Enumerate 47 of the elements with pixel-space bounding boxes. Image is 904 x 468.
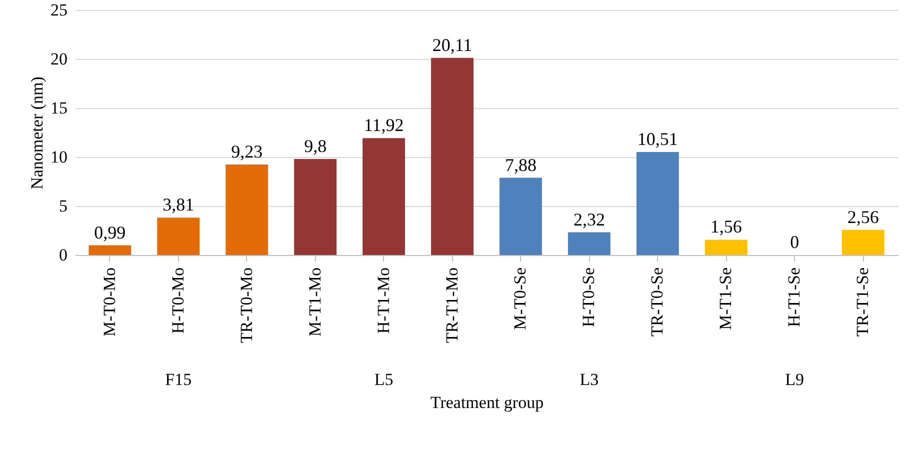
bar [431, 58, 474, 255]
y-tick-label: 15 [50, 98, 68, 118]
text: L5 [374, 370, 394, 389]
bar [226, 164, 268, 255]
data-label: 20,11 [432, 34, 472, 55]
bar [500, 178, 542, 255]
text: L9 [785, 370, 804, 389]
data-label: 9,8 [304, 136, 327, 156]
x-tick-label: H-T1-Mo [374, 268, 393, 334]
data-label: 2,56 [847, 206, 879, 227]
x-tick-label: H-T0-Se [579, 268, 598, 327]
y-tick-label: 10 [50, 148, 68, 166]
x-tick-label: H-T0-Mo [168, 268, 188, 334]
bar [294, 158, 337, 255]
text: L3 [580, 370, 599, 389]
x-tick-label: TR-T0-Se [648, 268, 667, 336]
y-tick-label: 0 [59, 246, 68, 264]
data-label: 9,23 [231, 142, 263, 162]
data-label: 0,99 [94, 222, 126, 242]
y-tick-label: 25 [50, 0, 68, 20]
bar [704, 240, 748, 255]
x-tick-label: M-T1-Se [716, 268, 736, 330]
x-tick-label: M-T0-Se [510, 268, 530, 330]
x-tick-label: M-T1-Mo [305, 268, 324, 336]
x-tick-label: M-T0-Mo [100, 268, 119, 336]
data-label: 10,51 [637, 129, 678, 149]
bar [842, 230, 884, 255]
x-tick-label: TR-T0-Mo [236, 268, 256, 344]
y-axis-title: Nanometer (nm) [28, 76, 46, 190]
bar [568, 232, 610, 255]
data-label: 0 [790, 232, 800, 252]
x-tick-label: H-T1-Se [784, 268, 804, 327]
bar [88, 245, 132, 255]
bar [636, 152, 679, 255]
y-tick-label: 5 [59, 196, 68, 216]
data-label: 3,81 [162, 194, 194, 215]
data-label: 2,32 [573, 209, 605, 230]
bar [157, 218, 200, 255]
text: F15 [165, 370, 192, 389]
data-label: 7,88 [504, 154, 536, 175]
data-label: 11,92 [364, 115, 404, 136]
bar [362, 138, 406, 255]
y-tick-label: 20 [50, 50, 68, 68]
x-axis-title: Treatment group [430, 393, 544, 412]
x-tick-label: TR-T1-Se [853, 268, 872, 336]
data-label: 1,56 [710, 216, 742, 237]
x-tick-label: TR-T1-Mo [442, 268, 462, 344]
